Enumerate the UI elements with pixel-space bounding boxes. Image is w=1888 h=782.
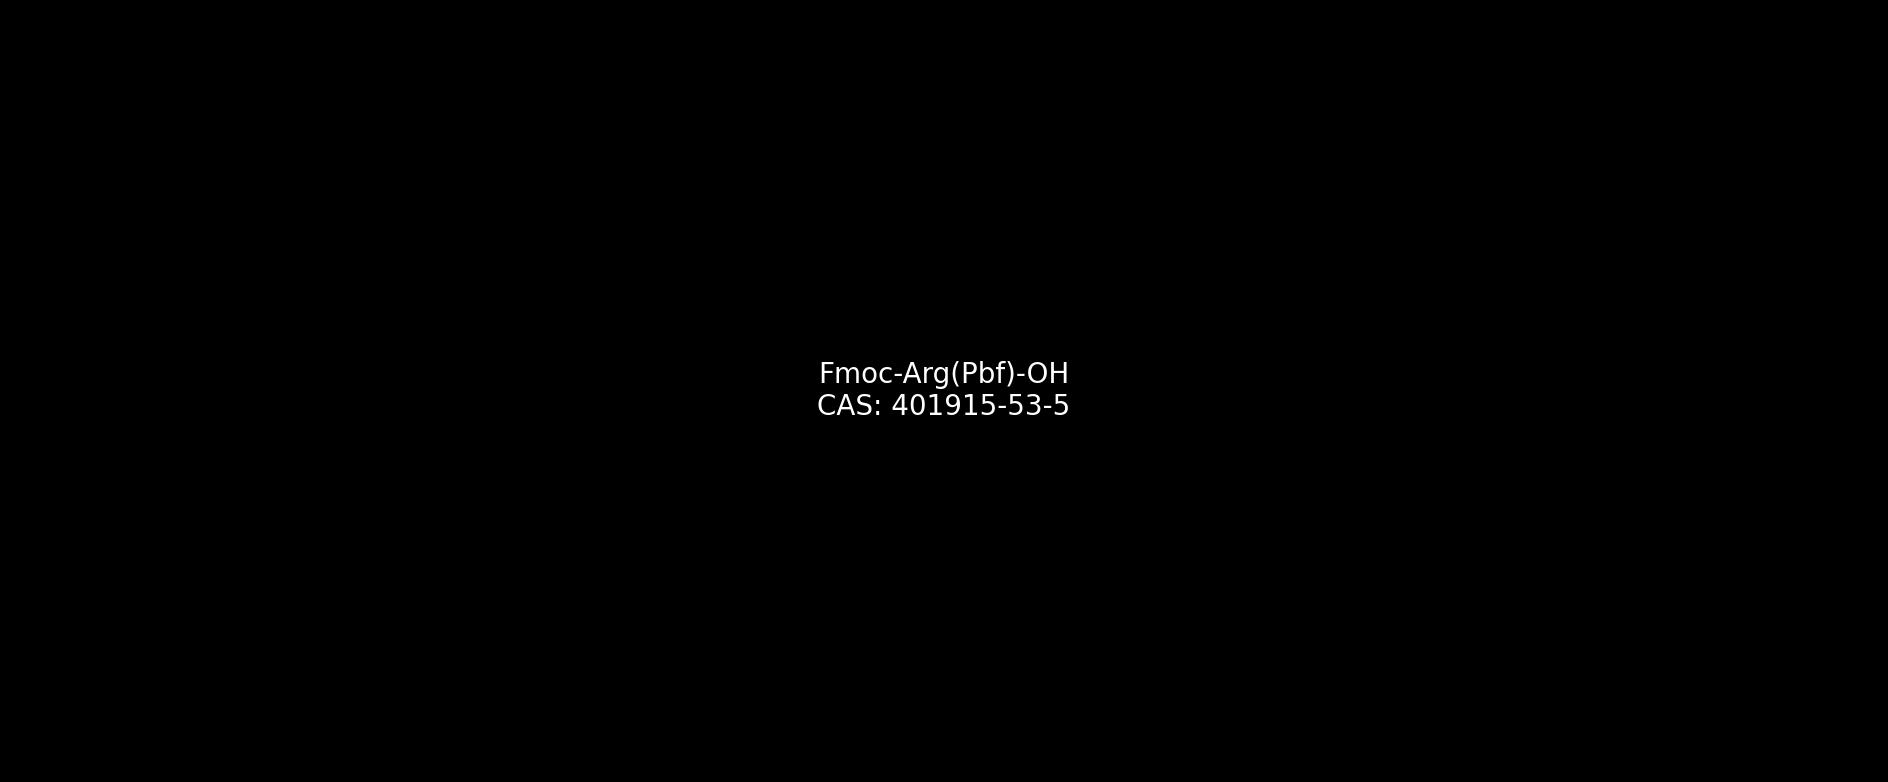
Text: Fmoc-Arg(Pbf)-OH
CAS: 401915-53-5: Fmoc-Arg(Pbf)-OH CAS: 401915-53-5 [818,361,1070,421]
